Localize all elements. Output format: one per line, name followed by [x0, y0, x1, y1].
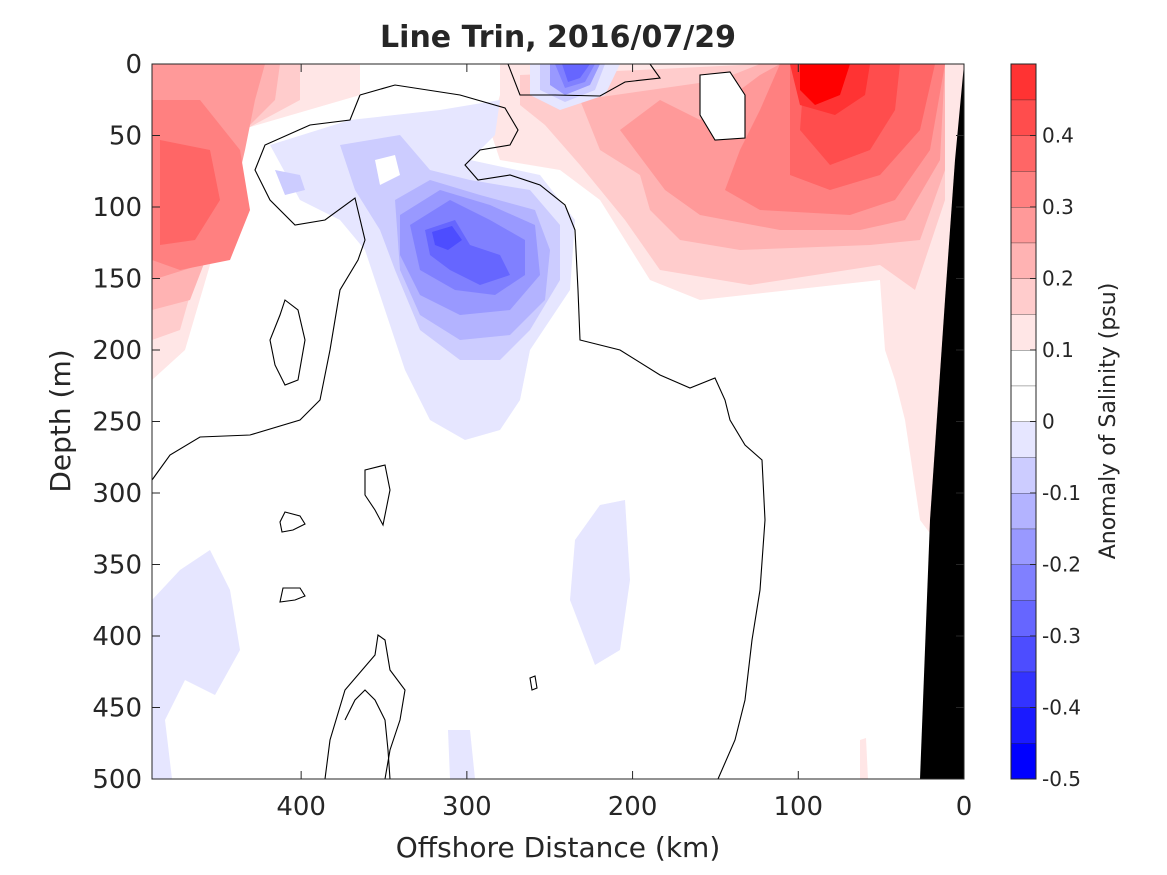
chart-title: Line Trin, 2016/07/29	[380, 20, 736, 55]
colorbar-swatch	[1011, 636, 1036, 672]
colorbar-swatch	[1011, 385, 1036, 422]
contour-fill	[448, 730, 475, 779]
y-axis: 0 50 100 150 200 250 300 350 400 450 500	[92, 50, 964, 795]
x-tick-label: 0	[956, 792, 973, 822]
contour-fill	[562, 64, 590, 82]
colorbar-tick-label: 0.4	[1042, 124, 1074, 148]
colorbar-swatch	[1011, 350, 1036, 386]
contour-fill	[800, 64, 850, 105]
y-tick-label: 100	[92, 193, 142, 223]
salinity-band-minus-0.35	[432, 226, 462, 250]
colorbar-tick-label: -0.3	[1042, 624, 1081, 648]
y-tick-label: 200	[92, 336, 142, 366]
contour-fill	[570, 500, 630, 665]
colorbar-tick-label: -0.1	[1042, 481, 1081, 505]
contour-line	[699, 71, 746, 141]
zero-contour-lines	[152, 64, 766, 779]
colorbar-swatch	[1011, 707, 1036, 744]
salinity-band-0.45	[800, 64, 850, 105]
x-axis: 400 300 200 100 0	[276, 64, 972, 822]
colorbar-swatch	[1011, 135, 1036, 172]
contour-fill	[160, 140, 220, 245]
colorbar-tick-label: 0.2	[1042, 267, 1074, 291]
colorbar-swatch	[1011, 600, 1036, 636]
y-tick-label: 300	[92, 479, 142, 509]
colorbar-swatch	[1011, 242, 1036, 279]
colorbar-label: Anomaly of Salinity (psu)	[1096, 283, 1121, 560]
contour-fill	[860, 738, 868, 779]
colorbar: 0.4 0.3 0.2 0.1 0 -0.1 -0.2 -0.3 -0.4 -0.5	[1010, 63, 1081, 791]
contour-fill	[152, 550, 240, 779]
salinity-band-zero	[375, 72, 745, 185]
colorbar-swatch	[1011, 171, 1036, 207]
contour-line	[529, 675, 538, 691]
y-axis-label: Depth (m)	[44, 349, 77, 492]
contour-fill	[432, 226, 462, 250]
colorbar-swatch	[1011, 528, 1036, 565]
y-tick-label: 0	[125, 50, 142, 80]
x-axis-label: Offshore Distance (km)	[396, 831, 721, 864]
contour-line	[279, 511, 306, 533]
colorbar-swatch	[1011, 421, 1036, 458]
colorbar-swatch	[1011, 671, 1036, 708]
contour-line	[507, 64, 661, 97]
colorbar-swatch	[1011, 99, 1036, 136]
x-tick-label: 300	[442, 792, 492, 822]
contour-line	[269, 299, 306, 386]
seafloor-bathymetry	[920, 64, 964, 779]
contour-line	[279, 587, 306, 603]
y-tick-label: 450	[92, 694, 142, 724]
y-tick-label: 350	[92, 551, 142, 581]
colorbar-tick-label: -0.5	[1042, 767, 1081, 791]
colorbar-tick-label: -0.4	[1042, 696, 1081, 720]
x-tick-label: 400	[276, 792, 326, 822]
x-tick-label: 200	[608, 792, 658, 822]
colorbar-tick-label: -0.2	[1042, 553, 1081, 577]
contour-line	[152, 94, 366, 481]
colorbar-swatch	[1011, 493, 1036, 529]
plot-area	[152, 64, 964, 779]
y-tick-label: 500	[92, 765, 142, 795]
contour-line	[364, 464, 391, 527]
colorbar-tick-label: 0.1	[1042, 338, 1074, 362]
colorbar-swatch	[1011, 457, 1036, 493]
colorbar-swatch	[1011, 743, 1036, 779]
contour-line	[324, 634, 406, 779]
contour-fill	[375, 155, 400, 185]
x-tick-label: 100	[773, 792, 823, 822]
colorbar-swatch	[1011, 564, 1036, 601]
y-tick-label: 400	[92, 622, 142, 652]
contour-line	[344, 689, 391, 779]
colorbar-tick-label: 0	[1042, 410, 1055, 434]
contour-fill	[700, 72, 745, 140]
colorbar-tick-label: 0.3	[1042, 195, 1074, 219]
colorbar-swatch	[1011, 207, 1036, 243]
contour-fill	[275, 170, 305, 195]
colorbar-swatch	[1011, 278, 1036, 315]
colorbar-swatch	[1011, 64, 1036, 100]
contour-line	[359, 84, 766, 779]
y-tick-label: 150	[92, 265, 142, 295]
colorbar-swatch	[1011, 314, 1036, 350]
y-tick-label: 50	[109, 122, 142, 152]
y-tick-label: 250	[92, 408, 142, 438]
